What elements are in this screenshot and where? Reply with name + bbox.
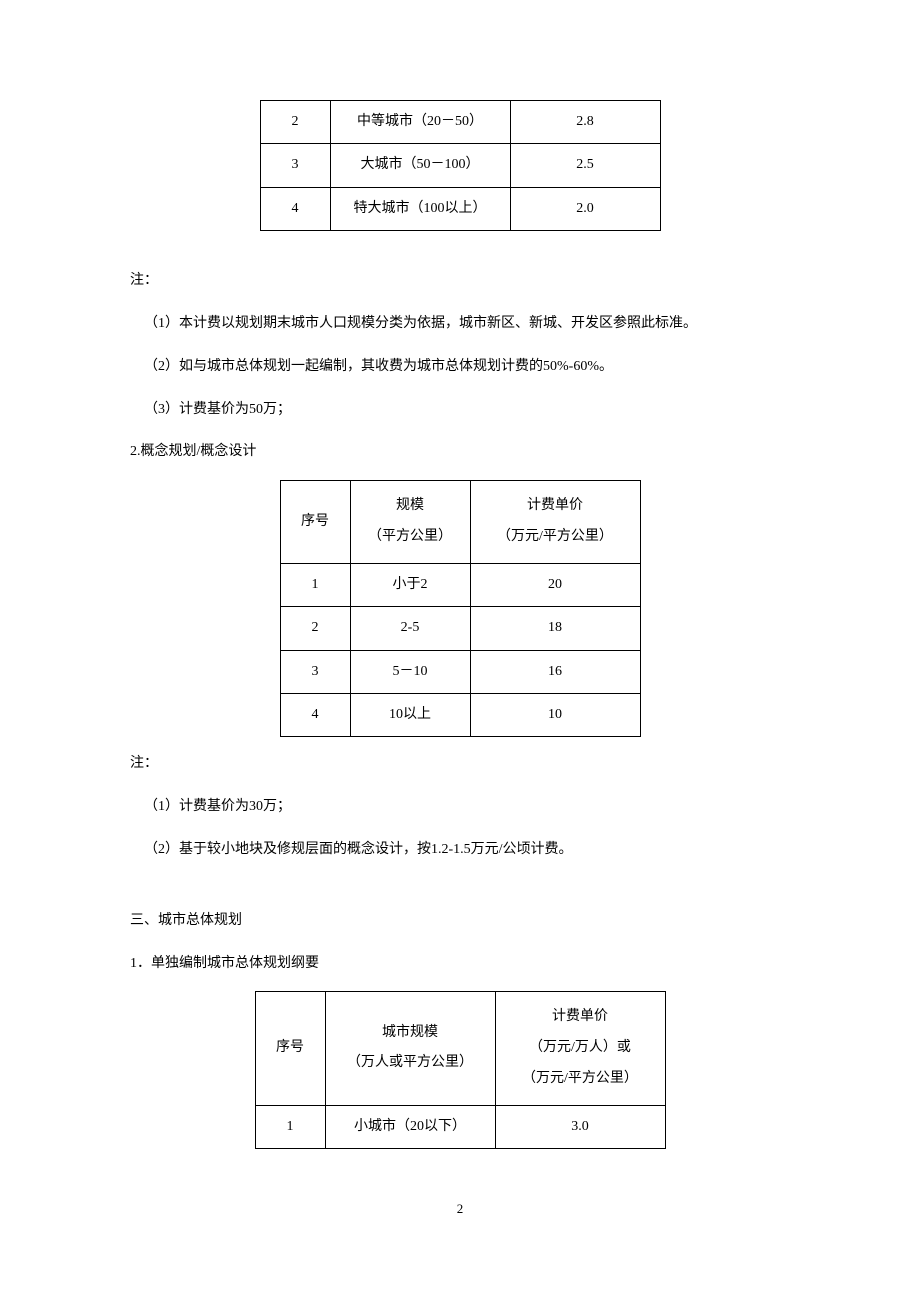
cell-no: 4 (260, 187, 330, 230)
col-header-no: 序号 (255, 992, 325, 1105)
cell-city: 特大城市（100以上） (330, 187, 510, 230)
note-item: （2）如与城市总体规划一起编制，其收费为城市总体规划计费的50%-60%。 (130, 352, 790, 383)
table-row: 3 5－10 16 (280, 650, 640, 693)
concept-plan-table: 序号 规模 （平方公里） 计费单价 （万元/平方公里） 1 小于2 20 2 (280, 480, 641, 737)
cell-price: 18 (470, 607, 640, 650)
cell-no: 3 (260, 144, 330, 187)
cell-price: 2.0 (510, 187, 660, 230)
note-item: （1）计费基价为30万； (130, 792, 790, 823)
cell-city: 小城市（20以下） (325, 1105, 495, 1148)
col-header-price: 计费单价 （万元/平方公里） (470, 481, 640, 564)
city-scale-table-partial: 2 中等城市（20－50） 2.8 3 大城市（50－100） 2.5 4 特大… (260, 100, 661, 231)
cell-no: 4 (280, 693, 350, 736)
cell-price: 16 (470, 650, 640, 693)
note-item: （2）基于较小地块及修规层面的概念设计，按1.2-1.5万元/公顷计费。 (130, 835, 790, 866)
notes-label: 注： (130, 749, 790, 780)
table-row: 4 10以上 10 (280, 693, 640, 736)
section-heading: 三、城市总体规划 (130, 906, 790, 937)
cell-scale: 5－10 (350, 650, 470, 693)
page-number: 2 (130, 1199, 790, 1220)
cell-price: 10 (470, 693, 640, 736)
cell-no: 3 (280, 650, 350, 693)
table-row: 4 特大城市（100以上） 2.0 (260, 187, 660, 230)
cell-scale: 10以上 (350, 693, 470, 736)
cell-price: 3.0 (495, 1105, 665, 1148)
notes-label: 注： (130, 266, 790, 297)
cell-city: 大城市（50－100） (330, 144, 510, 187)
cell-no: 2 (260, 101, 330, 144)
cell-price: 2.5 (510, 144, 660, 187)
table-row: 2 2-5 18 (280, 607, 640, 650)
col-header-no: 序号 (280, 481, 350, 564)
cell-scale: 2-5 (350, 607, 470, 650)
note-item: （3）计费基价为50万； (130, 395, 790, 426)
table-row: 3 大城市（50－100） 2.5 (260, 144, 660, 187)
cell-city: 中等城市（20－50） (330, 101, 510, 144)
cell-no: 1 (255, 1105, 325, 1148)
master-plan-outline-table: 序号 城市规模 （万人或平方公里） 计费单价 （万元/万人）或 （万元/平方公里… (255, 991, 666, 1149)
table-row: 2 中等城市（20－50） 2.8 (260, 101, 660, 144)
col-header-scale: 规模 （平方公里） (350, 481, 470, 564)
section-subheading: 1．单独编制城市总体规划纲要 (130, 949, 790, 980)
col-header-price: 计费单价 （万元/万人）或 （万元/平方公里） (495, 992, 665, 1105)
cell-no: 2 (280, 607, 350, 650)
col-header-city-scale: 城市规模 （万人或平方公里） (325, 992, 495, 1105)
cell-price: 20 (470, 563, 640, 606)
cell-no: 1 (280, 563, 350, 606)
table-row: 1 小于2 20 (280, 563, 640, 606)
table-row: 1 小城市（20以下） 3.0 (255, 1105, 665, 1148)
cell-price: 2.8 (510, 101, 660, 144)
section-title: 2.概念规划/概念设计 (130, 437, 790, 468)
cell-scale: 小于2 (350, 563, 470, 606)
note-item: （1）本计费以规划期末城市人口规模分类为依据，城市新区、新城、开发区参照此标准。 (130, 309, 790, 340)
